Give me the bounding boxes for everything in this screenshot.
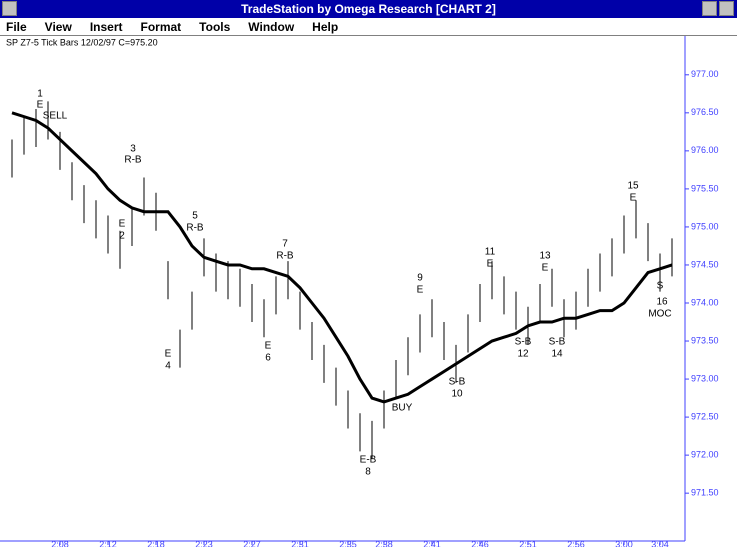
trade-annotation: 14 bbox=[551, 349, 563, 360]
trade-annotation: E bbox=[37, 100, 44, 111]
trade-annotation: 3 bbox=[130, 144, 136, 155]
menu-item[interactable]: Help bbox=[312, 20, 339, 34]
trade-annotation: E bbox=[265, 341, 272, 352]
y-tick-label: 976.50 bbox=[691, 107, 719, 117]
y-tick-label: 977.00 bbox=[691, 69, 719, 79]
x-tick-label: 2:18 bbox=[147, 539, 165, 547]
y-tick-label: 976.00 bbox=[691, 145, 719, 155]
x-tick-label: 2:23 bbox=[195, 539, 213, 547]
y-tick-label: 972.50 bbox=[691, 411, 719, 421]
trade-annotation: 4 bbox=[165, 361, 171, 372]
y-tick-label: 973.00 bbox=[691, 373, 719, 383]
trade-annotation: SELL bbox=[43, 111, 68, 122]
trade-annotation: 9 bbox=[417, 273, 423, 284]
chart-title: SP Z7-5 Tick Bars 12/02/97 C=975.20 bbox=[6, 37, 158, 47]
x-tick-label: 3:00 bbox=[615, 539, 633, 547]
trade-annotation: 7 bbox=[282, 239, 288, 250]
trade-annotation: 13 bbox=[539, 251, 551, 262]
trade-annotation: R-B bbox=[276, 251, 294, 262]
trade-annotation: S-B bbox=[449, 377, 466, 388]
trade-annotation: 2 bbox=[119, 231, 125, 242]
x-tick-label: 2:35 bbox=[339, 539, 357, 547]
y-tick-label: 974.00 bbox=[691, 297, 719, 307]
chart: SP Z7-5 Tick Bars 12/02/97 C=975.20 977.… bbox=[0, 36, 719, 547]
x-tick-label: 3:04 bbox=[651, 539, 669, 547]
trade-annotation: 5 bbox=[192, 211, 198, 222]
minimize-button[interactable] bbox=[702, 1, 717, 16]
trade-annotation: E-B bbox=[360, 455, 377, 466]
system-menu[interactable] bbox=[2, 1, 17, 16]
x-tick-label: 2:46 bbox=[471, 539, 489, 547]
trade-annotation: E bbox=[542, 263, 549, 274]
trade-annotation: R-B bbox=[186, 223, 204, 234]
trade-annotation: 11 bbox=[485, 247, 496, 258]
trade-annotation: 10 bbox=[451, 389, 463, 400]
trade-annotation: MOC bbox=[648, 309, 671, 320]
menu-bar: File View Insert Format Tools Window Help bbox=[0, 18, 737, 36]
trade-annotation: E bbox=[630, 193, 637, 204]
menu-item[interactable]: Window bbox=[248, 20, 295, 34]
title-bar: TradeStation by Omega Research [CHART 2] bbox=[0, 0, 737, 18]
trade-annotation: 1 bbox=[37, 89, 43, 100]
trade-annotation: E bbox=[165, 349, 172, 360]
y-tick-label: 971.50 bbox=[691, 488, 719, 498]
x-tick-label: 2:27 bbox=[243, 539, 261, 547]
trade-annotation: E bbox=[119, 219, 126, 230]
y-tick-label: 973.50 bbox=[691, 335, 719, 345]
x-tick-label: 2:56 bbox=[567, 539, 585, 547]
trade-annotation: R-B bbox=[124, 155, 142, 166]
menu-item[interactable]: File bbox=[6, 20, 27, 34]
restore-button[interactable] bbox=[719, 1, 734, 16]
y-tick-label: 975.00 bbox=[691, 221, 719, 231]
menu-item[interactable]: Tools bbox=[199, 20, 231, 34]
menu-item[interactable]: Insert bbox=[89, 20, 123, 34]
x-tick-label: 2:41 bbox=[423, 539, 441, 547]
trade-annotation: S-B bbox=[515, 337, 532, 348]
y-tick-label: 974.50 bbox=[691, 259, 719, 269]
x-tick-label: 2:08 bbox=[51, 539, 69, 547]
y-tick-label: 975.50 bbox=[691, 183, 719, 193]
trade-annotation: E bbox=[417, 285, 424, 296]
trade-annotation: 8 bbox=[365, 467, 371, 478]
trade-annotation: 15 bbox=[627, 181, 639, 192]
window-title: TradeStation by Omega Research [CHART 2] bbox=[241, 2, 496, 16]
x-tick-label: 2:51 bbox=[519, 539, 537, 547]
trade-annotation: E bbox=[487, 259, 494, 270]
moving-average bbox=[11, 111, 673, 404]
trade-annotation: S-B bbox=[549, 337, 566, 348]
y-tick-label: 972.00 bbox=[691, 450, 719, 460]
menu-item[interactable]: View bbox=[44, 20, 72, 34]
x-tick-label: 2:38 bbox=[375, 539, 393, 547]
x-tick-label: 2:12 bbox=[99, 539, 117, 547]
x-tick-label: 2:31 bbox=[291, 539, 309, 547]
trade-annotation: BUY bbox=[392, 403, 413, 414]
trade-annotation: 6 bbox=[265, 353, 271, 364]
trade-annotation: S bbox=[657, 281, 664, 292]
trade-annotation: 12 bbox=[517, 349, 529, 360]
menu-item[interactable]: Format bbox=[140, 20, 182, 34]
trade-annotation: 16 bbox=[656, 297, 668, 308]
